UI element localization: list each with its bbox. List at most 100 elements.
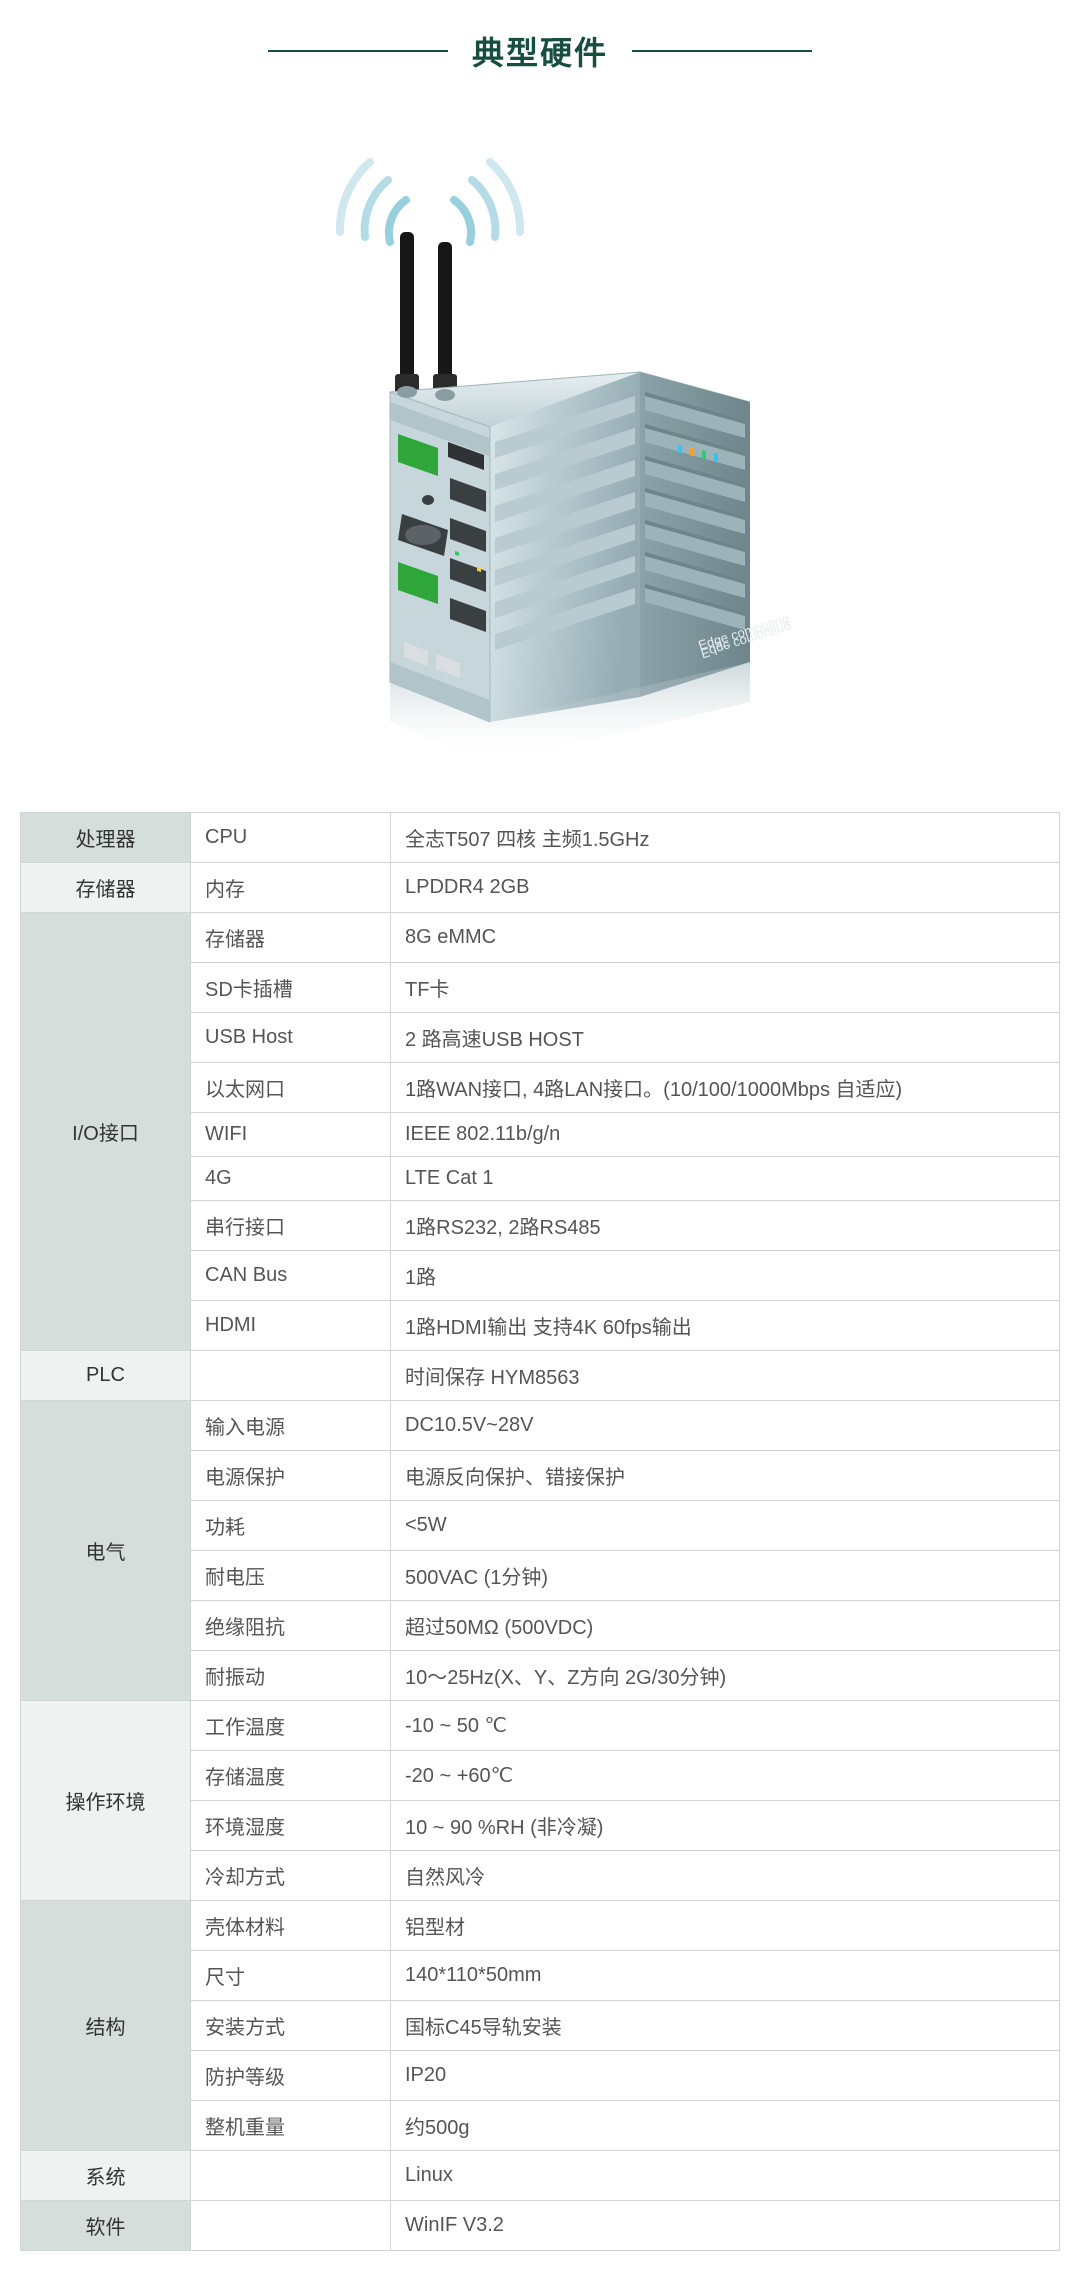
table-value-label: 140*110*50mm [405,1964,541,1986]
table-value-label: 1路HDMI输出 支持4K 60fps输出 [405,1317,692,1339]
table-category-cell: I/O接口 [21,913,191,1351]
table-value-label: <5W [405,1514,447,1536]
table-param-label: 输入电源 [205,1417,285,1439]
table-value-cell: 国标C45导轨安装 [391,2001,1060,2051]
spec-table: 处理器CPU全志T507 四核 主频1.5GHz存储器内存LPDDR4 2GBI… [20,812,1060,2251]
table-value-cell: 1路WAN接口, 4路LAN接口。(10/100/1000Mbps 自适应) [391,1063,1060,1113]
table-row: 软件 WinIF V3.2 [21,2201,1060,2251]
table-value-label: 时间保存 HYM8563 [405,1367,580,1389]
table-value-cell: 1路RS232, 2路RS485 [391,1201,1060,1251]
table-value-cell: 全志T507 四核 主频1.5GHz [391,813,1060,863]
table-value-cell: -10 ~ 50 ℃ [391,1701,1060,1751]
table-param-cell: SD卡插槽 [191,963,391,1013]
product-svg: Edge computing Edge computing [280,142,800,762]
table-param-label: 工作温度 [205,1717,285,1739]
table-param-label: 耐振动 [205,1667,265,1689]
table-value-label: IEEE 802.11b/g/n [405,1123,560,1145]
table-param-label: 整机重量 [205,2117,285,2139]
table-param-cell [191,1351,391,1401]
table-value-cell: 140*110*50mm [391,1951,1060,2001]
table-param-cell: USB Host [191,1013,391,1063]
table-value-cell: WinIF V3.2 [391,2201,1060,2251]
table-value-label: 8G eMMC [405,926,496,948]
table-param-cell: 输入电源 [191,1401,391,1451]
table-row: 存储器内存 LPDDR4 2GB [21,863,1060,913]
table-param-label: 绝缘阻抗 [205,1617,285,1639]
table-param-label: 冷却方式 [205,1867,285,1889]
table-value-cell: TF卡 [391,963,1060,1013]
table-param-cell: 环境湿度 [191,1801,391,1851]
antenna-right [433,242,457,394]
table-param-cell [191,2151,391,2201]
table-param-cell: 防护等级 [191,2051,391,2101]
table-param-cell: 存储温度 [191,1751,391,1801]
table-param-label: 尺寸 [205,1967,245,1989]
table-param-label: HDMI [205,1314,256,1336]
table-category-label: 电气 [86,1542,126,1564]
table-param-cell: CAN Bus [191,1251,391,1301]
table-category-label: 结构 [86,2017,126,2039]
table-value-cell: IP20 [391,2051,1060,2101]
table-value-cell: 时间保存 HYM8563 [391,1351,1060,1401]
table-value-label: DC10.5V~28V [405,1414,533,1436]
table-param-label: 环境湿度 [205,1817,285,1839]
table-value-cell: -20 ~ +60℃ [391,1751,1060,1801]
signal-icon [340,162,520,242]
table-param-label: CPU [205,826,247,848]
table-param-cell: 存储器 [191,913,391,963]
table-value-label: 1路 [405,1267,436,1289]
table-value-cell: DC10.5V~28V [391,1401,1060,1451]
table-value-label: 10～25Hz(X、Y、Z方向 2G/30分钟) [405,1667,726,1689]
table-row: I/O接口存储器8G eMMC [21,913,1060,963]
table-category-label: 软件 [86,2217,126,2239]
table-param-cell: 冷却方式 [191,1851,391,1901]
table-category-cell: 系统 [21,2151,191,2201]
title-rule-right [632,50,812,52]
table-category-cell: 软件 [21,2201,191,2251]
table-value-label: 10 ~ 90 %RH (非冷凝) [405,1817,603,1839]
table-category-label: 操作环境 [66,1792,146,1814]
table-param-label: 功耗 [205,1517,245,1539]
table-param-label: 以太网口 [205,1079,285,1101]
table-value-cell: 自然风冷 [391,1851,1060,1901]
table-param-label: 串行接口 [205,1217,285,1239]
table-param-label: 壳体材料 [205,1917,285,1939]
table-value-cell: 10～25Hz(X、Y、Z方向 2G/30分钟) [391,1651,1060,1701]
antenna-left [395,232,419,394]
table-value-label: 超过50MΩ (500VDC) [405,1617,593,1639]
table-param-cell: 4G [191,1157,391,1201]
table-category-cell: 存储器 [21,863,191,913]
table-value-cell: 1路 [391,1251,1060,1301]
table-param-label: WIFI [205,1123,247,1145]
table-value-cell: 2 路高速USB HOST [391,1013,1060,1063]
table-param-cell: 内存 [191,863,391,913]
page-title-bar: 典型硬件 [0,0,1080,92]
table-value-label: -20 ~ +60℃ [405,1765,513,1787]
table-category-cell: 处理器 [21,813,191,863]
table-value-label: -10 ~ 50 ℃ [405,1715,507,1737]
table-param-cell: 耐电压 [191,1551,391,1601]
table-category-cell: 结构 [21,1901,191,2151]
table-param-label: SD卡插槽 [205,979,293,1001]
table-value-label: 约500g [405,2117,470,2139]
table-category-label: PLC [86,1364,125,1386]
table-param-cell: 安装方式 [191,2001,391,2051]
table-param-cell: 绝缘阻抗 [191,1601,391,1651]
table-value-label: 自然风冷 [405,1867,485,1889]
table-value-cell: 500VAC (1分钟) [391,1551,1060,1601]
table-param-label: 4G [205,1167,232,1189]
table-param-label: 耐电压 [205,1567,265,1589]
table-param-cell [191,2201,391,2251]
table-value-label: TF卡 [405,979,449,1001]
table-param-cell: 功耗 [191,1501,391,1551]
table-value-label: LPDDR4 2GB [405,876,530,898]
table-row: 结构壳体材料铝型材 [21,1901,1060,1951]
table-category-cell: 操作环境 [21,1701,191,1901]
table-param-label: 存储温度 [205,1767,285,1789]
table-param-cell: 串行接口 [191,1201,391,1251]
table-value-cell: 超过50MΩ (500VDC) [391,1601,1060,1651]
table-row: 电气输入电源DC10.5V~28V [21,1401,1060,1451]
table-param-cell: CPU [191,813,391,863]
table-value-cell: LPDDR4 2GB [391,863,1060,913]
table-value-cell: 约500g [391,2101,1060,2151]
